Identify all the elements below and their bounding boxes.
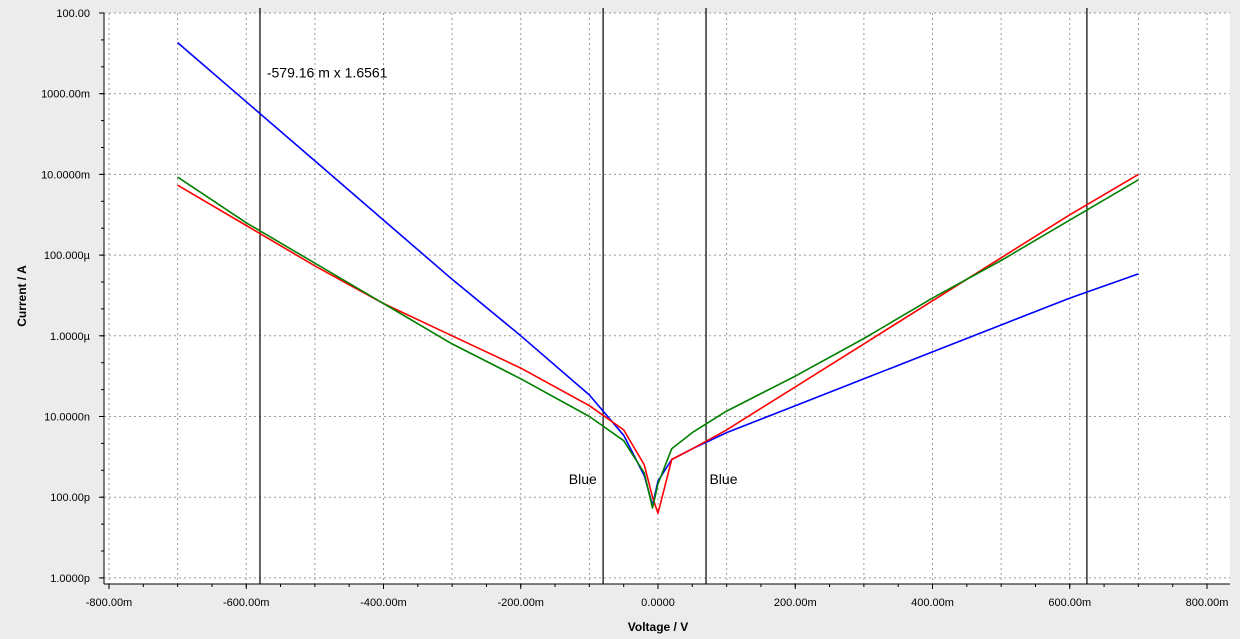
x-tick-label: -400.00m xyxy=(360,597,406,609)
y-axis-title: Current / A xyxy=(15,265,29,327)
y-tick-label: 100.00 xyxy=(56,8,90,20)
x-tick-label: 600.00m xyxy=(1048,597,1091,609)
annotation-label: -579.16 m x 1.6561 xyxy=(267,65,388,81)
x-tick-label: -600.00m xyxy=(223,597,269,609)
x-tick-label: 800.00m xyxy=(1186,597,1229,609)
annotations: -579.16 m x 1.6561 Blue Blue xyxy=(267,65,738,487)
cursor-lines[interactable] xyxy=(259,8,1088,584)
y-tick-label: 100.00p xyxy=(50,492,90,504)
axes: -800.00m -600.00m -400.00m -200.00m 0.0000 20… xyxy=(41,8,1230,609)
annotation-label: Blue xyxy=(569,471,597,487)
y-tick-label: 1000.00m xyxy=(41,89,90,101)
x-tick-label: -800.00m xyxy=(86,597,132,609)
series-group xyxy=(177,41,1139,515)
x-tick-label: -200.00m xyxy=(498,597,544,609)
y-tick-label: 1.0000p xyxy=(50,573,90,585)
y-tick-label: 10.0000n xyxy=(44,412,90,424)
series-line-2 xyxy=(177,173,1139,515)
y-tick-label: 1.0000µ xyxy=(50,331,91,343)
annotation-label: Blue xyxy=(709,471,737,487)
plot-area xyxy=(104,13,1230,584)
x-tick-label: 0.0000 xyxy=(641,597,675,609)
x-tick-label: 200.00m xyxy=(774,597,817,609)
x-axis-title: Voltage / V xyxy=(628,620,688,634)
series-line-3 xyxy=(177,176,1139,509)
plot-frame xyxy=(104,13,1230,584)
x-tick-label: 400.00m xyxy=(911,597,954,609)
y-tick-label: 10.0000m xyxy=(41,169,90,181)
y-tick-label: 100.000µ xyxy=(44,250,91,262)
